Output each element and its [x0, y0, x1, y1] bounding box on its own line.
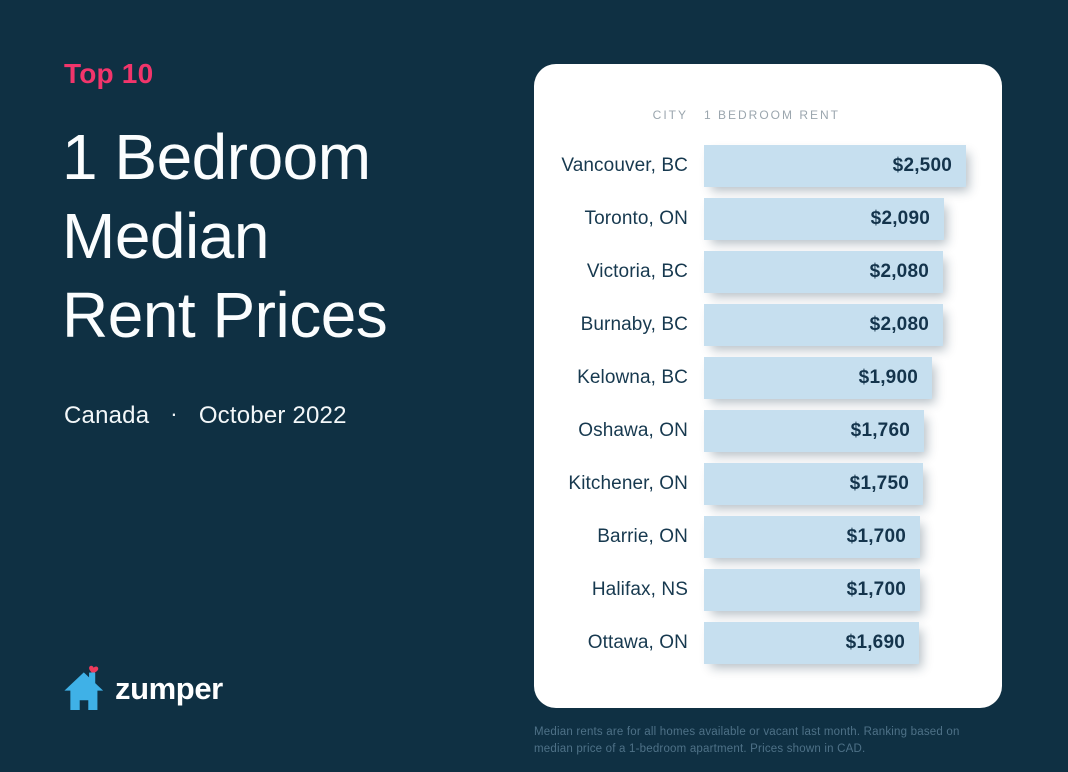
rent-value: $2,080 — [869, 314, 929, 335]
subtitle-region: Canada — [64, 402, 150, 429]
rent-bar: $2,080 — [704, 251, 943, 293]
rent-value: $2,080 — [869, 261, 929, 282]
title-line-3: Rent Prices — [62, 279, 388, 351]
zumper-logo: zumper — [62, 664, 223, 711]
table-row: Kelowna, BC $1,900 — [534, 357, 1002, 399]
rent-chart-card: CITY 1 BEDROOM RENT Vancouver, BC $2,500… — [534, 64, 1002, 708]
rent-value: $1,700 — [846, 526, 906, 547]
table-rows: Vancouver, BC $2,500 Toronto, ON $2,090 … — [534, 145, 1002, 675]
rent-bar: $1,750 — [704, 463, 923, 505]
city-label: Kitchener, ON — [568, 473, 688, 494]
table-row: Victoria, BC $2,080 — [534, 251, 1002, 293]
rent-value: $1,760 — [850, 420, 910, 441]
table-row: Halifax, NS $1,700 — [534, 569, 1002, 611]
subtitle-date: October 2022 — [198, 402, 347, 429]
column-header-city: CITY — [652, 108, 688, 122]
page-title: 1 Bedroom Median Rent Prices — [62, 118, 388, 355]
rent-bar: $2,500 — [704, 145, 966, 187]
table-row: Kitchener, ON $1,750 — [534, 463, 1002, 505]
city-label: Burnaby, BC — [580, 314, 688, 335]
table-row: Oshawa, ON $1,760 — [534, 410, 1002, 452]
column-header-rent: 1 BEDROOM RENT — [704, 108, 841, 122]
city-label: Toronto, ON — [584, 208, 688, 229]
rent-bar: $1,900 — [704, 357, 932, 399]
table-row: Ottawa, ON $1,690 — [534, 622, 1002, 664]
rent-value: $1,700 — [846, 579, 906, 600]
rent-value: $2,500 — [892, 155, 952, 176]
rent-bar: $1,700 — [704, 569, 920, 611]
city-label: Victoria, BC — [586, 261, 688, 282]
zumper-house-icon — [64, 665, 104, 711]
eyebrow-top10: Top 10 — [64, 58, 154, 89]
rent-bar: $1,700 — [704, 516, 920, 558]
table-row: Burnaby, BC $2,080 — [534, 304, 1002, 346]
table-row: Vancouver, BC $2,500 — [534, 145, 1002, 187]
rent-bar: $2,090 — [704, 198, 944, 240]
rent-value: $1,900 — [858, 367, 918, 388]
rent-bar: $1,690 — [704, 622, 919, 664]
city-label: Kelowna, BC — [577, 367, 688, 388]
rent-bar: $2,080 — [704, 304, 943, 346]
title-line-2: Median — [62, 200, 269, 272]
table-header: CITY 1 BEDROOM RENT — [534, 108, 1002, 122]
title-line-1: 1 Bedroom — [62, 121, 371, 193]
subtitle: Canada · October 2022 — [64, 401, 347, 430]
footnote: Median rents are for all homes available… — [534, 726, 960, 755]
heart-icon — [89, 665, 99, 674]
rent-value: $2,090 — [870, 208, 930, 229]
rent-bar: $1,760 — [704, 410, 924, 452]
city-label: Vancouver, BC — [561, 155, 688, 176]
dot-separator: · — [170, 401, 178, 426]
city-label: Barrie, ON — [597, 526, 688, 547]
city-label: Ottawa, ON — [587, 632, 688, 653]
table-row: Toronto, ON $2,090 — [534, 198, 1002, 240]
rent-value: $1,690 — [845, 632, 905, 653]
brand-wordmark: zumper — [115, 671, 223, 706]
city-label: Oshawa, ON — [578, 420, 688, 441]
rent-value: $1,750 — [849, 473, 909, 494]
table-row: Barrie, ON $1,700 — [534, 516, 1002, 558]
city-label: Halifax, NS — [591, 579, 688, 600]
